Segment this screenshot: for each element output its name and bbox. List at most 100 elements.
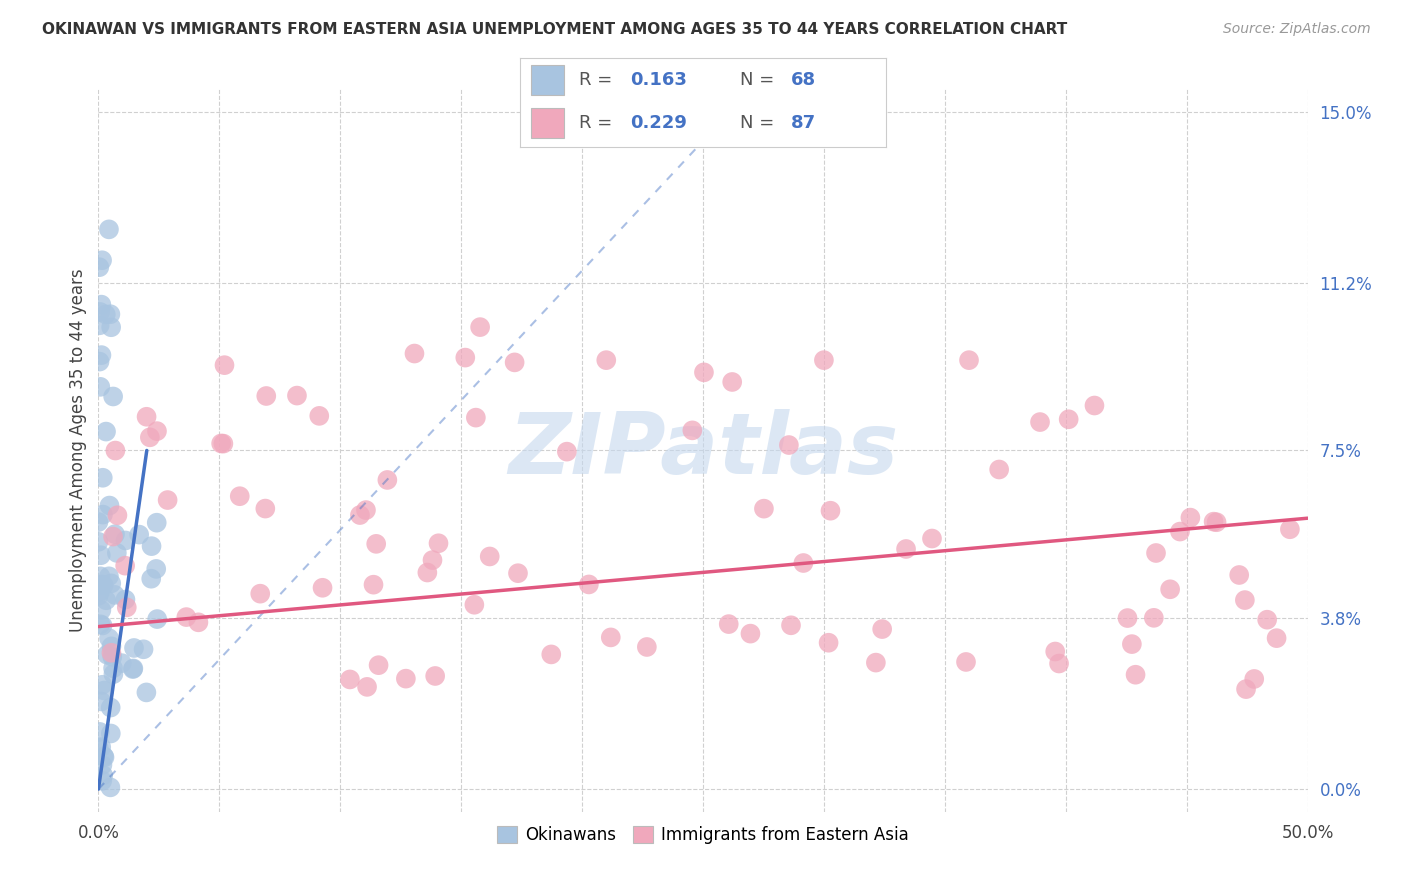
Point	[89, 584, 111, 599]
Point	[404, 346, 426, 360]
Point	[100, 307, 122, 321]
Point	[187, 615, 209, 630]
Point	[425, 669, 447, 683]
Point	[97, 222, 120, 236]
Point	[249, 587, 271, 601]
Point	[107, 508, 129, 523]
Point	[98, 631, 121, 645]
Point	[1233, 593, 1256, 607]
Point	[91, 253, 114, 268]
Point	[214, 358, 236, 372]
Point	[1168, 524, 1191, 539]
Point	[91, 768, 114, 782]
Point	[90, 603, 112, 617]
Point	[363, 577, 385, 591]
Point	[132, 642, 155, 657]
Point	[89, 380, 111, 394]
Point	[1234, 682, 1257, 697]
Point	[254, 389, 277, 403]
Point	[1116, 611, 1139, 625]
Point	[87, 589, 110, 603]
Point	[503, 355, 526, 369]
Point	[145, 562, 167, 576]
Point	[1121, 637, 1143, 651]
Point	[454, 351, 477, 365]
Text: N =: N =	[740, 114, 779, 132]
Point	[555, 444, 578, 458]
Point	[229, 489, 252, 503]
Point	[90, 298, 112, 312]
Point	[721, 375, 744, 389]
Point	[176, 610, 198, 624]
Point	[101, 530, 124, 544]
Text: R =: R =	[579, 114, 617, 132]
Point	[820, 504, 842, 518]
Point	[91, 773, 114, 788]
Point	[1144, 546, 1167, 560]
Point	[115, 600, 138, 615]
Point	[100, 576, 122, 591]
Point	[636, 640, 658, 654]
Point	[865, 656, 887, 670]
Point	[89, 305, 111, 319]
Point	[540, 648, 562, 662]
Point	[114, 558, 136, 573]
Point	[101, 389, 124, 403]
Point	[89, 725, 111, 739]
Point	[468, 320, 491, 334]
Point	[595, 353, 617, 368]
Point	[87, 534, 110, 549]
Point	[90, 348, 112, 362]
Point	[122, 661, 145, 675]
Point	[100, 726, 122, 740]
Point	[212, 436, 235, 450]
Point	[463, 598, 485, 612]
Point	[93, 578, 115, 592]
Point	[1143, 611, 1166, 625]
Point	[1227, 568, 1250, 582]
Point	[135, 409, 157, 424]
Point	[506, 566, 529, 581]
Point	[1045, 644, 1067, 658]
Point	[1202, 515, 1225, 529]
Point	[103, 667, 125, 681]
Point	[356, 680, 378, 694]
Point	[693, 365, 716, 379]
Point	[209, 436, 232, 450]
Point	[122, 662, 145, 676]
Point	[921, 532, 943, 546]
Point	[89, 569, 111, 583]
Point	[354, 503, 377, 517]
Point	[89, 260, 111, 275]
Point	[94, 307, 117, 321]
Point	[1125, 667, 1147, 681]
Point	[1159, 582, 1181, 597]
Point	[89, 617, 111, 632]
Point	[105, 546, 128, 560]
Point	[104, 588, 127, 602]
Point	[955, 655, 977, 669]
Point	[395, 672, 418, 686]
Point	[254, 501, 277, 516]
Point	[681, 423, 703, 437]
Point	[122, 640, 145, 655]
Point	[817, 636, 839, 650]
Point	[339, 673, 361, 687]
Point	[91, 758, 114, 772]
Point	[146, 612, 169, 626]
Point	[870, 622, 893, 636]
Point	[93, 749, 115, 764]
Point	[377, 473, 399, 487]
Legend: Okinawans, Immigrants from Eastern Asia: Okinawans, Immigrants from Eastern Asia	[491, 819, 915, 850]
Point	[135, 685, 157, 699]
Point	[145, 516, 167, 530]
Point	[366, 537, 388, 551]
Point	[599, 631, 621, 645]
Point	[91, 508, 114, 522]
Point	[100, 700, 122, 714]
Point	[91, 678, 114, 692]
Point	[1180, 510, 1202, 524]
Point	[740, 626, 762, 640]
Point	[100, 780, 122, 795]
Point	[988, 462, 1011, 476]
